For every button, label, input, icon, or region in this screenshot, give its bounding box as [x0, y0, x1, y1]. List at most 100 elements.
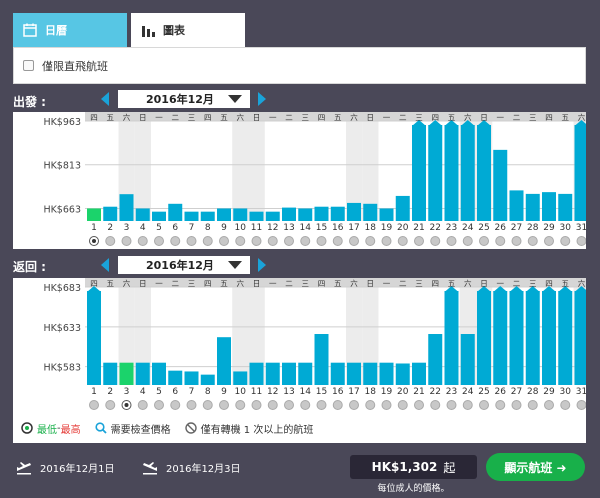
day-radio[interactable] [251, 236, 262, 246]
day-radio[interactable] [186, 400, 197, 410]
day-radio[interactable] [332, 400, 343, 410]
day-radio[interactable] [137, 236, 148, 246]
price-bar[interactable] [444, 291, 459, 385]
day-radio[interactable] [511, 400, 522, 410]
day-radio[interactable] [300, 236, 311, 246]
day-radio[interactable] [462, 400, 473, 410]
day-radio[interactable] [560, 236, 571, 246]
price-bar[interactable] [119, 194, 134, 221]
price-bar[interactable] [460, 125, 475, 221]
day-radio[interactable] [414, 400, 424, 410]
day-radio[interactable] [527, 236, 538, 246]
price-bar[interactable] [135, 208, 150, 221]
day-radio[interactable] [316, 236, 327, 246]
return-prev-month-icon[interactable] [101, 258, 109, 272]
day-radio[interactable] [300, 400, 311, 410]
day-radio[interactable] [397, 236, 408, 246]
day-radio[interactable] [170, 236, 181, 246]
price-bar[interactable] [460, 334, 475, 385]
price-bar[interactable] [249, 362, 264, 385]
day-radio[interactable] [154, 400, 164, 410]
day-radio[interactable] [105, 400, 116, 410]
price-bar[interactable] [525, 291, 540, 385]
price-bar[interactable] [509, 291, 524, 385]
day-radio[interactable] [121, 236, 132, 246]
day-radio[interactable] [284, 236, 294, 246]
direct-only-checkbox[interactable] [23, 60, 34, 71]
outbound-month-select[interactable]: 2016年12月 [118, 90, 250, 108]
day-radio[interactable] [495, 236, 506, 246]
day-radio[interactable] [202, 400, 213, 410]
day-radio[interactable] [365, 236, 376, 246]
day-radio[interactable] [560, 400, 571, 410]
show-flights-button[interactable]: 顯示航班 ➜ [486, 453, 585, 481]
price-bar[interactable] [444, 125, 459, 221]
price-bar[interactable] [347, 362, 361, 385]
price-bar[interactable] [428, 125, 443, 221]
price-bar[interactable] [217, 208, 231, 221]
price-bar[interactable] [135, 362, 150, 385]
price-bar[interactable] [282, 362, 296, 385]
day-radio[interactable] [446, 236, 457, 246]
price-bar[interactable] [314, 206, 329, 221]
day-radio[interactable] [89, 400, 99, 410]
day-radio[interactable] [544, 236, 554, 246]
price-bar[interactable] [558, 291, 573, 385]
price-bar[interactable] [282, 207, 296, 221]
day-radio[interactable] [576, 236, 586, 246]
price-bar[interactable] [233, 208, 248, 221]
day-radio[interactable] [202, 236, 213, 246]
day-radio[interactable] [414, 236, 424, 246]
outbound-prev-month-icon[interactable] [101, 92, 109, 106]
price-bar[interactable] [477, 291, 491, 385]
day-radio[interactable] [446, 400, 457, 410]
price-bar[interactable] [298, 362, 313, 385]
price-bar[interactable] [542, 192, 556, 221]
day-radio[interactable] [251, 400, 262, 410]
price-bar[interactable] [363, 203, 378, 221]
price-bar[interactable] [119, 362, 134, 385]
day-radio[interactable] [186, 236, 197, 246]
price-bar[interactable] [330, 206, 345, 221]
price-bar[interactable] [152, 362, 166, 385]
price-bar[interactable] [200, 374, 215, 385]
day-radio[interactable] [154, 236, 164, 246]
price-bar[interactable] [233, 371, 248, 385]
price-bar[interactable] [184, 211, 199, 221]
price-bar[interactable] [87, 208, 101, 221]
day-radio[interactable] [495, 400, 506, 410]
price-bar[interactable] [217, 337, 231, 385]
price-bar[interactable] [428, 334, 443, 385]
day-radio[interactable] [544, 400, 554, 410]
price-bar[interactable] [168, 203, 183, 221]
day-radio[interactable] [284, 400, 294, 410]
price-bar[interactable] [395, 363, 410, 385]
return-next-month-icon[interactable] [258, 258, 266, 272]
price-bar[interactable] [379, 208, 394, 221]
price-bar[interactable] [298, 208, 313, 221]
day-radio[interactable] [349, 400, 359, 410]
day-radio[interactable] [397, 400, 408, 410]
price-bar[interactable] [412, 362, 426, 385]
price-bar[interactable] [103, 206, 118, 221]
price-bar[interactable] [347, 202, 361, 221]
price-bar[interactable] [363, 362, 378, 385]
day-radio[interactable] [170, 400, 181, 410]
return-month-select[interactable]: 2016年12月 [118, 256, 250, 274]
day-radio[interactable] [479, 236, 489, 246]
day-radio[interactable] [430, 236, 441, 246]
price-bar[interactable] [509, 190, 524, 221]
price-bar[interactable] [493, 291, 508, 385]
price-bar[interactable] [395, 195, 410, 221]
day-radio[interactable] [316, 400, 327, 410]
day-radio[interactable] [365, 400, 376, 410]
price-bar[interactable] [265, 211, 280, 221]
day-radio[interactable] [479, 400, 489, 410]
price-bar[interactable] [558, 193, 573, 221]
day-radio[interactable] [381, 400, 392, 410]
direct-flights-filter[interactable]: 僅限直飛航班 [13, 47, 586, 84]
price-bar[interactable] [379, 362, 394, 385]
tab-chart[interactable]: 圖表 [131, 13, 245, 47]
day-radio[interactable] [267, 236, 278, 246]
outbound-next-month-icon[interactable] [258, 92, 266, 106]
